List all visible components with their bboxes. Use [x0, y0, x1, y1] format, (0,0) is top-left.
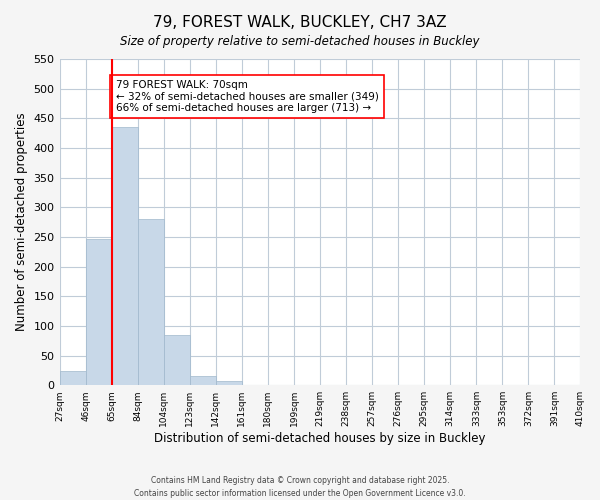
Bar: [190, 376, 216, 385]
Text: Size of property relative to semi-detached houses in Buckley: Size of property relative to semi-detach…: [120, 35, 480, 48]
Text: Contains public sector information licensed under the Open Government Licence v3: Contains public sector information licen…: [134, 488, 466, 498]
Text: 79, FOREST WALK, BUCKLEY, CH7 3AZ: 79, FOREST WALK, BUCKLEY, CH7 3AZ: [153, 15, 447, 30]
Y-axis label: Number of semi-detached properties: Number of semi-detached properties: [15, 113, 28, 332]
Bar: [164, 335, 190, 385]
X-axis label: Distribution of semi-detached houses by size in Buckley: Distribution of semi-detached houses by …: [154, 432, 486, 445]
Bar: [216, 381, 242, 385]
Bar: [112, 127, 137, 385]
Bar: [59, 371, 86, 385]
Bar: [86, 240, 112, 385]
Text: 79 FOREST WALK: 70sqm
← 32% of semi-detached houses are smaller (349)
66% of sem: 79 FOREST WALK: 70sqm ← 32% of semi-deta…: [116, 80, 379, 113]
Bar: [137, 219, 164, 385]
Text: Contains HM Land Registry data © Crown copyright and database right 2025.: Contains HM Land Registry data © Crown c…: [151, 476, 449, 485]
